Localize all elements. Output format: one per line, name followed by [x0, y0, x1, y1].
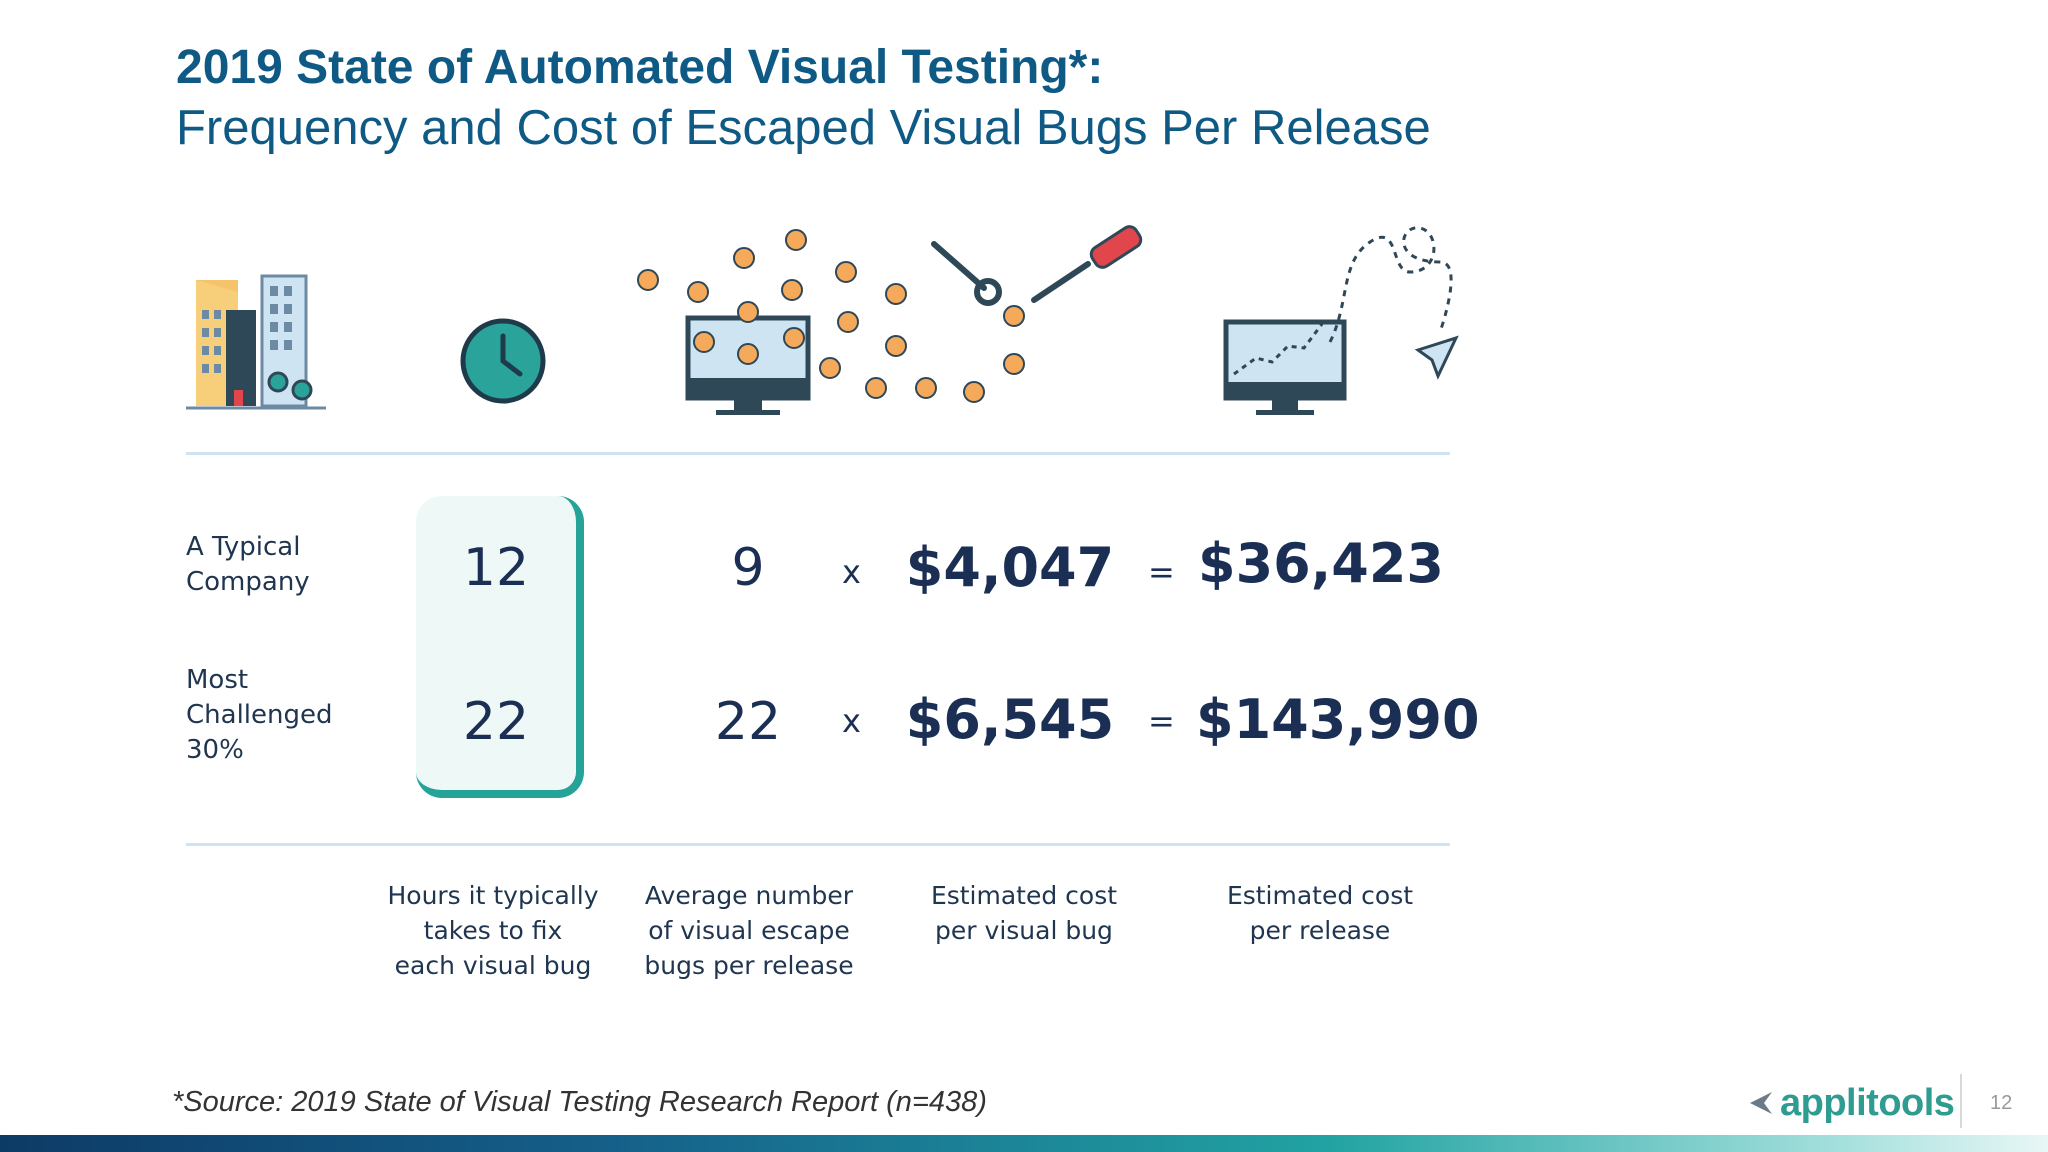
cost-per-release-challenged: $143,990 [1196, 688, 1480, 751]
multiply-sign: x [842, 702, 861, 740]
buildings-icon [186, 274, 326, 410]
multiply-sign: x [842, 553, 861, 591]
bugs-challenged: 22 [714, 692, 782, 752]
footer-separator [1960, 1074, 1962, 1128]
caption-bugs: Average number of visual escape bugs per… [644, 881, 854, 980]
hours-typical: 12 [462, 538, 530, 598]
row-label-typical: A Typical Company [186, 532, 310, 597]
monitor-chart-icon [1223, 319, 1347, 415]
cost-per-bug-challenged: $6,545 [905, 688, 1115, 751]
wrench-icon [931, 241, 1002, 306]
page-number: 12 [1990, 1092, 2013, 1114]
screwdriver-icon [1031, 225, 1143, 303]
logo-text: applitools [1780, 1081, 1955, 1124]
equals-sign: = [1148, 553, 1175, 591]
slide-title: 2019 State of Automated Visual Testing*: [176, 41, 1104, 94]
applitools-logo: applitools [1748, 1080, 1955, 1126]
caption-cost-per-bug: Estimated cost per visual bug [930, 881, 1118, 945]
caption-hours: Hours it typically takes to fix each vis… [387, 881, 599, 980]
divider-top [186, 452, 1450, 455]
bugs-typical: 9 [731, 538, 765, 598]
cost-per-bug-typical: $4,047 [905, 536, 1115, 599]
hours-challenged: 22 [462, 692, 530, 752]
applitools-logo-icon [1750, 1092, 1772, 1114]
hours-highlight-box [416, 496, 584, 798]
divider-bottom [186, 843, 1450, 846]
cost-per-release-typical: $36,423 [1198, 532, 1444, 595]
equals-sign: = [1148, 702, 1175, 740]
monitor-with-bugs-icon [637, 229, 1025, 415]
clock-icon [460, 318, 546, 404]
caption-cost-per-release: Estimated cost per release [1226, 881, 1414, 945]
row-label-challenged: Most Challenged 30% [186, 665, 333, 765]
paper-plane-icon [1328, 226, 1459, 380]
source-footnote: *Source: 2019 State of Visual Testing Re… [172, 1086, 987, 1118]
slide-subtitle: Frequency and Cost of Escaped Visual Bug… [176, 101, 1431, 155]
bottom-gradient-bar [0, 1135, 2048, 1152]
